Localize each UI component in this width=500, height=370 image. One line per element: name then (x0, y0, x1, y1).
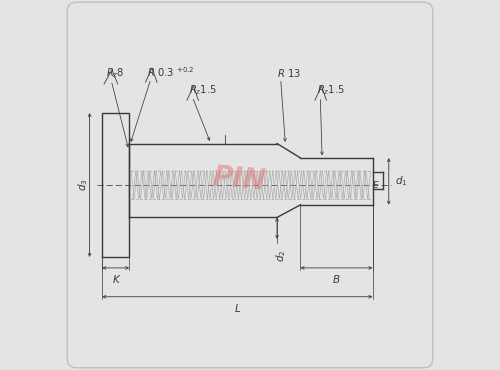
Text: L: L (234, 304, 240, 314)
Text: $R_z8$: $R_z8$ (106, 67, 124, 80)
Text: PIN: PIN (211, 163, 268, 196)
Text: $d_1$: $d_1$ (396, 175, 408, 188)
Text: $R_z$1.5: $R_z$1.5 (188, 83, 216, 97)
Text: $R$ 13: $R$ 13 (277, 67, 301, 79)
Text: B: B (333, 275, 340, 285)
Text: K: K (112, 275, 119, 285)
Text: $R_z$1.5: $R_z$1.5 (316, 83, 344, 97)
Text: E: E (373, 181, 378, 189)
Text: $d_3$: $d_3$ (76, 179, 90, 191)
Text: $R$ 0.3 $^{+0.2}$: $R$ 0.3 $^{+0.2}$ (148, 65, 194, 79)
Text: $d_2$: $d_2$ (274, 250, 287, 262)
